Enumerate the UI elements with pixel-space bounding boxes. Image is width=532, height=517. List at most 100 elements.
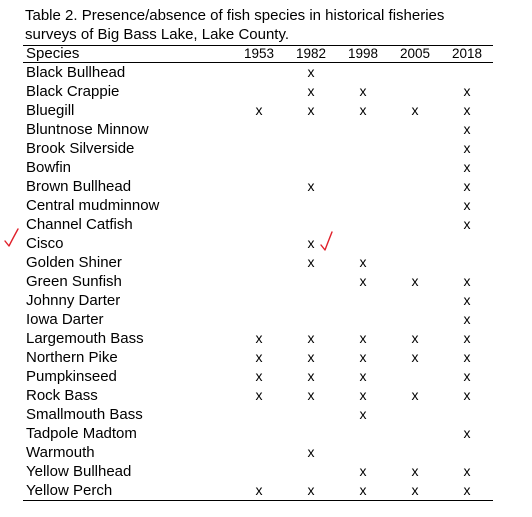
presence-cell-1982 (285, 462, 337, 481)
presence-cell-2005: x (411, 463, 419, 479)
species-name: Northern Pike (26, 349, 118, 366)
presence-cell-1982 (285, 120, 337, 139)
presence-cell-2005 (389, 253, 441, 272)
presence-cell-1953 (233, 215, 285, 234)
presence-cell-1982: x (307, 102, 315, 118)
table-row: Warmouth x (23, 443, 493, 462)
species-name: Johnny Darter (26, 292, 121, 309)
presence-cell-1953: x (255, 330, 263, 346)
species-name: Bluegill (26, 102, 75, 119)
presence-cell-1998 (337, 291, 389, 310)
species-name: Bluntnose Minnow (26, 121, 149, 138)
presence-cell-1953 (233, 139, 285, 158)
table-body: Black Bullhead x Black Crappie x x x Bluegill x… (23, 63, 493, 501)
species-name: Bowfin (26, 159, 72, 176)
table-row: Pumpkinseed x x x x (23, 367, 493, 386)
column-header-1998: 1998 (337, 45, 389, 63)
presence-cell-2018: x (463, 311, 471, 327)
presence-cell-1982 (285, 215, 337, 234)
presence-cell-2018: x (463, 102, 471, 118)
presence-cell-1953 (233, 462, 285, 481)
species-name: Yellow Perch (23, 481, 233, 501)
presence-cell-1953: x (255, 368, 263, 384)
species-name: Warmouth (26, 444, 95, 461)
presence-cell-1998: x (359, 330, 367, 346)
presence-cell-1953: x (255, 349, 263, 365)
table-row: Green Sunfish x x x (23, 272, 493, 291)
presence-cell-1998: x (359, 83, 367, 99)
presence-cell-2005: x (389, 481, 441, 501)
presence-cell-1953 (233, 177, 285, 196)
species-name: Smallmouth Bass (26, 406, 143, 423)
species-name: Central mudminnow (26, 197, 160, 214)
presence-cell-1982: x (307, 64, 315, 80)
presence-cell-1982: x (307, 235, 315, 251)
presence-cell-1998: x (359, 273, 367, 289)
presence-cell-1998 (337, 424, 389, 443)
presence-cell-1953: x (255, 387, 263, 403)
presence-cell-2018 (441, 443, 493, 462)
presence-cell-1998 (337, 310, 389, 329)
presence-cell-2005: x (411, 273, 419, 289)
presence-cell-1998 (337, 158, 389, 177)
table-row: Brown Bullhead x x (23, 177, 493, 196)
presence-cell-1998: x (337, 481, 389, 501)
species-name: Tadpole Madtom (26, 425, 137, 442)
presence-cell-1982 (285, 272, 337, 291)
table-caption: Table 2. Presence/absence of fish specie… (25, 7, 445, 43)
presence-cell-1953 (233, 405, 285, 424)
presence-cell-2005 (389, 424, 441, 443)
presence-cell-2018: x (463, 140, 471, 156)
presence-cell-1982 (285, 291, 337, 310)
presence-cell-2005: x (411, 349, 419, 365)
presence-cell-1982 (285, 310, 337, 329)
presence-cell-2005: x (411, 102, 419, 118)
presence-cell-2018: x (463, 178, 471, 194)
table-row: Iowa Darter x (23, 310, 493, 329)
presence-cell-1953 (233, 234, 285, 253)
presence-cell-2005 (389, 177, 441, 196)
species-name: Black Crappie (26, 83, 120, 100)
presence-cell-2018: x (463, 83, 471, 99)
presence-cell-2005 (389, 139, 441, 158)
presence-cell-1982: x (307, 254, 315, 270)
presence-cell-1982 (285, 196, 337, 215)
presence-cell-1998: x (359, 406, 367, 422)
species-name: Cisco (26, 235, 64, 252)
species-name: Golden Shiner (26, 254, 122, 271)
presence-cell-1982: x (307, 178, 315, 194)
presence-cell-2005 (389, 291, 441, 310)
column-header-1953: 1953 (233, 45, 285, 63)
presence-cell-2018: x (463, 197, 471, 213)
presence-cell-2018: x (463, 330, 471, 346)
presence-cell-1998: x (359, 463, 367, 479)
presence-cell-2005: x (411, 330, 419, 346)
species-name: Iowa Darter (26, 311, 104, 328)
column-header-1982: 1982 (285, 45, 337, 63)
presence-cell-1953 (233, 310, 285, 329)
table-row: Bluegill x x x x x (23, 101, 493, 120)
presence-cell-1982: x (307, 83, 315, 99)
table-row: Central mudminnow x (23, 196, 493, 215)
presence-cell-2005: x (411, 387, 419, 403)
presence-cell-1982: x (307, 349, 315, 365)
table-row: Black Bullhead x (23, 63, 493, 83)
presence-cell-2005 (389, 63, 441, 83)
presence-cell-1953 (233, 272, 285, 291)
column-header-2018: 2018 (441, 45, 493, 63)
presence-cell-1998 (337, 234, 389, 253)
presence-cell-2018: x (463, 121, 471, 137)
presence-cell-1982 (285, 405, 337, 424)
table-row: Largemouth Bass x x x x x (23, 329, 493, 348)
presence-cell-1982 (285, 424, 337, 443)
table-row: Rock Bass x x x x x (23, 386, 493, 405)
check-mark-stroke (4, 228, 19, 247)
table-row: Tadpole Madtom x (23, 424, 493, 443)
species-name: Black Bullhead (26, 64, 126, 81)
presence-cell-1998: x (359, 387, 367, 403)
presence-cell-2005 (389, 82, 441, 101)
presence-cell-1953 (233, 196, 285, 215)
presence-cell-2018: x (463, 349, 471, 365)
presence-cell-1982 (285, 158, 337, 177)
presence-cell-1953 (233, 120, 285, 139)
